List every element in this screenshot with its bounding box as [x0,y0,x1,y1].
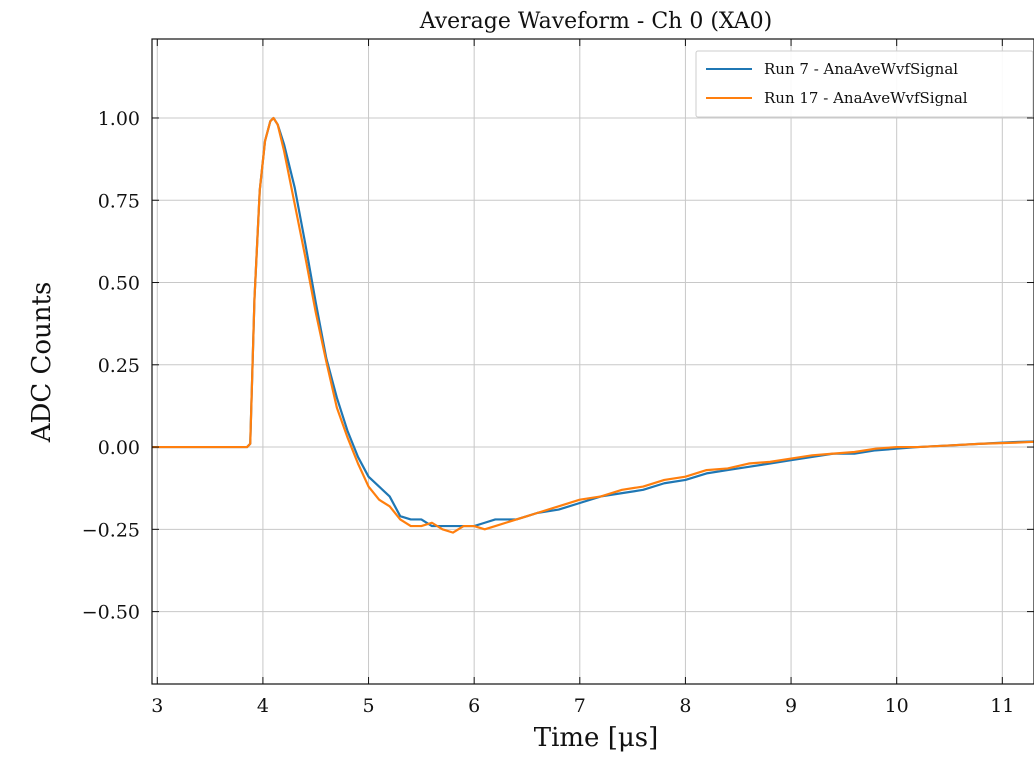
x-tick-label: 7 [574,695,586,717]
y-tick-label: 0.50 [98,273,140,295]
grid-lines [152,39,1034,684]
legend-box [695,50,1034,118]
plot-frame [151,38,1034,685]
legend: Run 7 - AnaAveWvfSignal Run 17 - AnaAveW… [695,50,1034,118]
y-axis: −0.50 −0.25 0.00 0.25 0.50 0.75 1.00 [82,108,1034,624]
y-tick-label: 0.75 [98,190,140,212]
x-axis-label: Time [μs] [534,723,659,753]
y-tick-label: 0.25 [98,355,140,377]
x-tick-label: 8 [679,695,691,717]
x-tick-label: 9 [785,695,797,717]
x-tick-label: 4 [257,695,269,717]
y-tick-label: 0.00 [98,437,140,459]
y-axis-label: ADC Counts [27,282,57,444]
series-line-run-17 [152,116,1034,534]
y-tick-label: −0.50 [82,602,140,624]
x-tick-label: 6 [468,695,480,717]
x-tick-label: 3 [151,695,163,717]
legend-label-run-17: Run 17 - AnaAveWvfSignal [764,89,968,107]
x-tick-label: 10 [885,695,909,717]
x-axis: 3 4 5 6 7 8 9 10 11 [151,39,1014,717]
chart-title: Average Waveform - Ch 0 (XA0) [419,9,773,34]
x-tick-label: 5 [362,695,374,717]
y-tick-label: −0.25 [82,519,140,541]
x-tick-label: 11 [990,695,1014,717]
legend-label-run-7: Run 7 - AnaAveWvfSignal [764,60,958,78]
y-tick-label: 1.00 [98,108,140,130]
plot-area [152,116,1034,534]
